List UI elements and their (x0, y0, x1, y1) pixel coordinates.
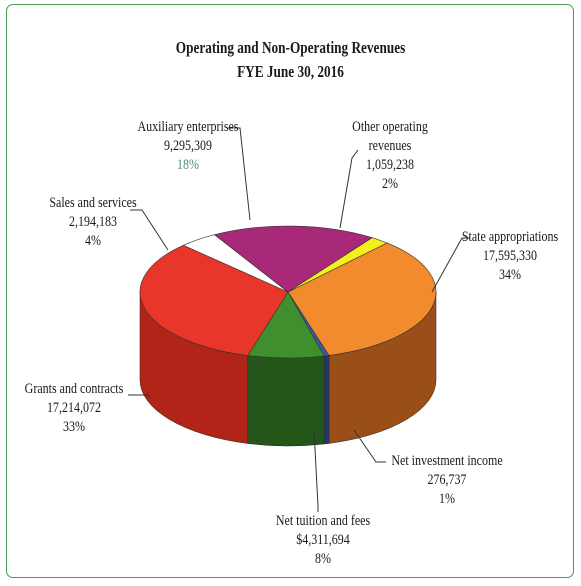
label-auxiliary: Auxiliary enterprises 9,295,309 18% (116, 118, 260, 175)
label-grants-percent: 33% (63, 419, 85, 435)
leader-lines (128, 127, 470, 512)
label-sales-name: Sales and services (49, 195, 137, 211)
leader-line-grants (128, 394, 151, 399)
leader-line-state (431, 237, 470, 293)
label-state: State appropriations 17,595,330 34% (454, 228, 566, 285)
label-investment: Net investment income 276,737 1% (387, 452, 507, 509)
chart-subtitle: FYE June 30, 2016 (237, 62, 344, 81)
label-grants: Grants and contracts 17,214,072 33% (18, 380, 130, 437)
label-other-percent: 2% (382, 176, 398, 192)
label-state-name: State appropriations (461, 229, 559, 245)
slice-auxiliary-enterprises (213, 225, 373, 293)
slice-side-net-investment-income (323, 355, 330, 445)
leader-line-auxiliary (228, 127, 251, 221)
slice-other-operating-revenues (287, 237, 388, 293)
slice-state-appropriations (287, 242, 437, 356)
label-auxiliary-name: Auxiliary enterprises (137, 119, 239, 135)
label-investment-percent: 1% (439, 491, 455, 507)
pie-tops (139, 225, 437, 359)
label-investment-name: Net investment income (391, 453, 503, 469)
label-investment-value: 276,737 (427, 472, 467, 488)
label-state-percent: 34% (499, 267, 521, 283)
label-grants-name: Grants and contracts (24, 381, 124, 397)
label-sales: Sales and services 2,194,183 4% (41, 194, 145, 251)
label-sales-value: 2,194,183 (69, 214, 117, 230)
label-sales-percent: 4% (85, 233, 101, 249)
slice-side-net-tuition-and-fees (247, 355, 325, 447)
slice-grants-and-contracts (139, 244, 289, 356)
label-other-name: Other operating revenues (352, 119, 428, 154)
label-other-value: 1,059,238 (366, 157, 414, 173)
label-state-value: 17,595,330 (483, 248, 537, 264)
label-tuition-value: $4,311,694 (296, 532, 350, 548)
label-tuition-name: Net tuition and fees (275, 513, 371, 529)
label-auxiliary-value: 9,295,309 (164, 138, 212, 154)
leader-line-tuition (313, 429, 319, 512)
label-other: Other operating revenues 1,059,238 2% (334, 118, 446, 194)
label-tuition-percent: 8% (315, 551, 331, 567)
label-grants-value: 17,214,072 (47, 400, 101, 416)
leader-line-other (339, 149, 359, 229)
leader-line-investment (353, 429, 386, 463)
label-auxiliary-percent: 18% (177, 157, 199, 173)
label-tuition: Net tuition and fees $4,311,694 8% (263, 512, 383, 569)
leader-line-sales (130, 209, 169, 251)
chart-title: Operating and Non-Operating Revenues (175, 38, 406, 57)
